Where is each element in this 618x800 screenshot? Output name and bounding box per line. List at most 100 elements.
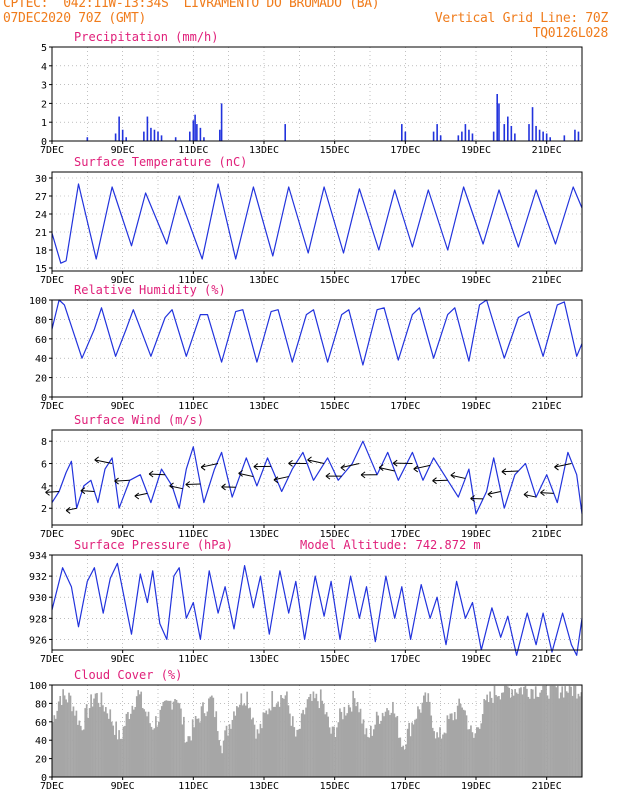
wind-arrow [114,479,130,482]
cloud-bar [498,696,500,777]
y-tick-label: 40 [35,736,47,747]
cloud-bar [312,691,315,777]
wind-arrow-head [238,472,243,477]
cloud-bar [468,729,471,777]
panel-title: Cloud Cover (%) [74,668,182,682]
panel-frame [51,171,583,272]
x-tick-label: 15DEC [320,145,350,156]
wind-arrow-head [487,490,493,495]
y-tick-label: 0 [41,137,47,148]
cloud-bar [330,733,332,777]
cloud-bar [309,693,312,777]
cloud-bar [520,687,522,777]
x-tick-label: 15DEC [320,401,350,412]
y-tick-label: 24 [35,210,47,221]
precip-bar [189,131,191,141]
x-tick-label: 21DEC [532,401,562,412]
cloud-bar [271,691,274,777]
cloud-bar [552,685,555,777]
precip-bar [574,129,576,141]
cloud-bar [526,688,528,777]
precip-bar [577,131,580,141]
x-tick-label: 19DEC [461,275,491,286]
cloud-bar [478,728,481,777]
cloud-bar [512,695,515,777]
cloud-bar [543,685,546,777]
cloud-bar [225,725,228,777]
cloud-bar [160,706,163,777]
precip-bar [535,125,537,141]
x-tick-label: 7DEC [40,275,64,286]
wind-arrow [80,490,95,492]
x-tick-label: 7DEC [40,654,64,665]
cloud-bar [113,734,116,777]
wind-arrow-head [540,492,545,497]
cloud-bar [91,706,94,777]
cloud-bar [402,745,405,777]
cloud-bar [132,709,135,777]
cloud-bar [501,692,503,777]
y-tick-label: 4 [41,62,47,73]
cloud-bar [53,715,56,777]
y-tick-label: 18 [35,246,47,257]
precip-bar [86,137,89,141]
panel-1: 0 1 2 3 4 5 7DEC 9DEC 11DEC 13DEC 15DEC 17DEC 19DEC 2… [40,30,583,156]
cloud-bar [193,727,196,777]
cloud-bar [418,709,421,777]
cloud-bar [211,695,213,777]
cloud-bar [411,722,413,777]
wind-arrow-head [523,494,529,498]
wind-arrow-head [273,479,279,484]
cloud-bar [539,692,541,777]
cloud-bar [149,723,151,777]
panel-title: Surface Temperature (nC) [74,155,247,169]
cloud-bar [284,695,287,777]
cloud-bar [255,738,257,777]
cloud-bar [344,715,347,777]
y-tick-label: 8 [41,437,47,448]
precip-bar [118,116,120,141]
cloud-bar [493,685,496,777]
x-tick-label: 15DEC [320,781,350,792]
cloud-bar [405,744,408,777]
y-tick-label: 928 [29,614,47,625]
cloud-bar [213,717,216,777]
wind-arrow-head [253,466,259,471]
cloud-bar [562,697,565,777]
cloud-bar [534,686,537,777]
x-tick-label: 17DEC [390,529,420,540]
wind-arrow [201,463,219,468]
wind-arrow-head [325,475,331,480]
panel-frame [51,46,583,142]
cloud-bar [128,719,131,777]
cloud-bar [489,691,491,777]
wind-arrow-head [169,485,174,490]
y-tick-label: 926 [29,635,47,646]
cloud-bar [130,713,132,777]
wind-arrow [450,474,466,479]
precip-bar [492,131,495,141]
cloud-bar [356,701,359,777]
cloud-bar [367,736,369,777]
cloud-bar [102,705,104,777]
cloud-bar [205,716,207,777]
cloud-bar [100,692,103,777]
x-tick-label: 11DEC [178,145,208,156]
cloud-bar [565,691,568,777]
cloud-bar [138,694,141,777]
x-tick-label: 9DEC [111,145,135,156]
cloud-bar [293,727,296,777]
y-tick-label: 80 [35,699,47,710]
cloud-bar [109,709,112,777]
cloud-bar [71,711,73,777]
precip-bar [468,129,470,141]
cloud-bar [93,698,95,777]
cloud-bar [443,732,446,777]
cloud-bar [134,707,137,777]
cloud-bar [561,686,564,777]
cloud-bar [570,686,572,777]
cloud-bar [79,725,82,777]
cloud-bar [334,737,337,777]
y-tick-label: 1 [41,118,47,129]
x-tick-label: 21DEC [532,654,562,665]
